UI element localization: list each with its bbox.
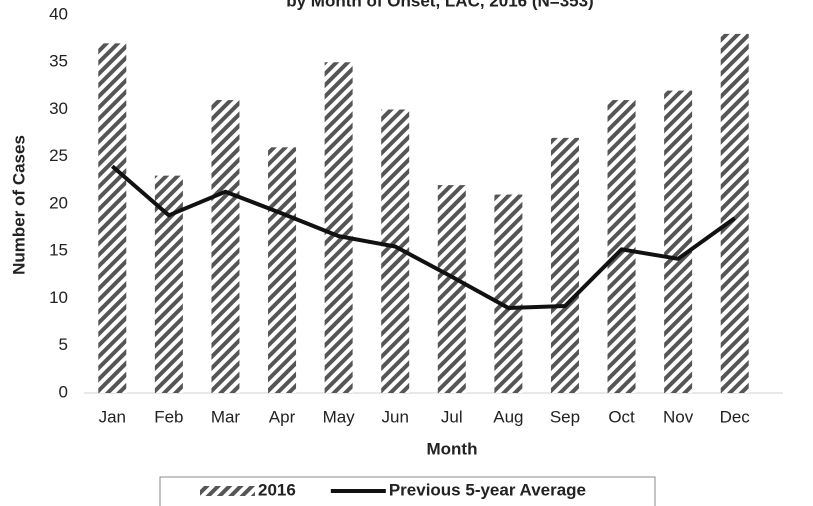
x-tick-label: Jul xyxy=(441,407,463,426)
y-axis-title: Number of Cases xyxy=(9,135,28,275)
x-tick-label: Oct xyxy=(608,407,635,426)
x-tick-label: Mar xyxy=(211,407,241,426)
legend-label: Previous 5-year Average xyxy=(389,480,586,499)
x-tick-label: Dec xyxy=(720,407,751,426)
x-tick-label: Jan xyxy=(99,407,126,426)
bar xyxy=(494,194,523,393)
bar xyxy=(607,100,636,394)
y-tick-label: 35 xyxy=(49,52,68,71)
x-tick-label: May xyxy=(323,407,356,426)
x-tick-label: Aug xyxy=(493,407,523,426)
y-tick-label: 25 xyxy=(49,146,68,165)
y-tick-label: 15 xyxy=(49,241,68,260)
y-tick-label: 20 xyxy=(49,193,68,212)
chart-title: by Month of Onset, LAC, 2016 (N=353) xyxy=(286,0,593,10)
x-tick-label: Nov xyxy=(663,407,694,426)
x-axis-title: Month xyxy=(427,439,478,458)
bar xyxy=(550,137,579,393)
bar xyxy=(98,43,127,393)
bar xyxy=(437,185,466,393)
y-tick-label: 30 xyxy=(49,99,68,118)
bar xyxy=(664,90,693,393)
y-tick-label: 10 xyxy=(49,288,68,307)
bar xyxy=(720,33,749,394)
x-tick-label: Sep xyxy=(550,407,580,426)
y-tick-label: 0 xyxy=(59,382,68,401)
y-tick-label: 40 xyxy=(49,4,68,23)
x-tick-label: Feb xyxy=(154,407,183,426)
bar xyxy=(324,62,353,393)
bar xyxy=(211,100,240,394)
legend-label: 2016 xyxy=(258,480,296,499)
x-tick-label: Apr xyxy=(269,407,296,426)
bar xyxy=(268,147,297,393)
line xyxy=(110,164,736,310)
x-tick-label: Jun xyxy=(381,407,408,426)
y-tick-label: 5 xyxy=(59,335,68,354)
legend-swatch xyxy=(200,486,255,496)
